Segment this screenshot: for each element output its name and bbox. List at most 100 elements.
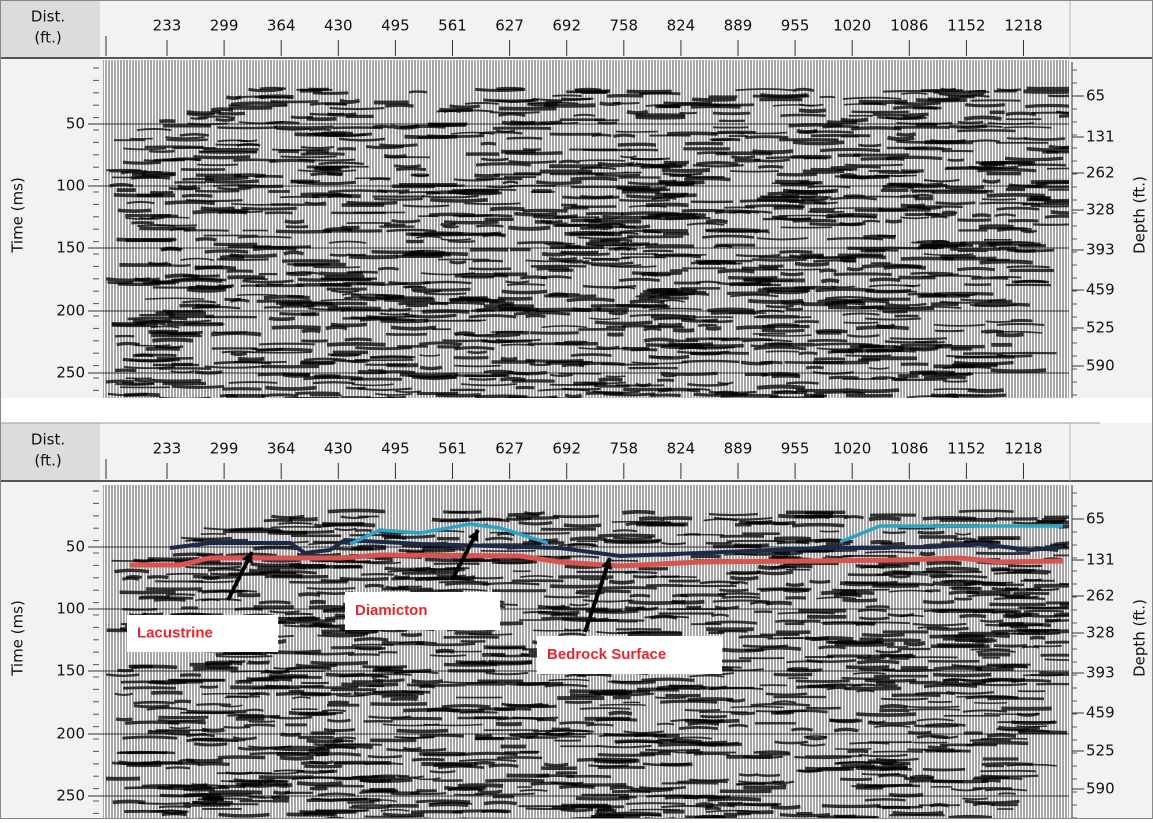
reflection [586, 213, 624, 214]
y2-tick-label: 262 [1086, 587, 1115, 605]
reflection [821, 592, 874, 593]
reflection [846, 390, 899, 391]
reflection [971, 140, 1000, 141]
reflection [214, 362, 271, 363]
reflection [396, 169, 426, 170]
reflection [454, 366, 501, 367]
reflection [279, 620, 336, 621]
reflection [478, 791, 502, 792]
reflection [485, 538, 512, 539]
reflection [979, 245, 997, 246]
reflection [891, 175, 907, 176]
reflection [663, 518, 692, 519]
reflection [777, 542, 810, 543]
y-tick-label: 100 [56, 177, 85, 195]
reflection [729, 725, 748, 726]
reflection [242, 281, 293, 282]
reflection [736, 327, 774, 328]
reflection [837, 762, 871, 763]
reflection [565, 702, 592, 703]
reflection [245, 710, 263, 711]
reflection [134, 279, 159, 280]
reflection [187, 289, 226, 290]
reflection [537, 268, 570, 269]
reflection [249, 571, 280, 572]
reflection [506, 281, 529, 282]
reflection [372, 693, 424, 694]
reflection [509, 161, 557, 162]
reflection [789, 125, 843, 126]
reflection [876, 326, 894, 327]
reflection [972, 778, 1022, 779]
reflection [218, 757, 265, 758]
reflection [803, 171, 844, 172]
reflection [960, 243, 1012, 244]
reflection [580, 168, 616, 169]
x-tick-label: 430 [324, 17, 353, 35]
reflection [1012, 281, 1046, 282]
reflection [300, 687, 358, 688]
reflection [816, 289, 875, 290]
reflection [663, 234, 689, 235]
reflection [698, 325, 717, 326]
reflection [171, 159, 201, 160]
reflection [648, 357, 689, 358]
reflection [798, 610, 846, 611]
reflection [869, 279, 900, 280]
reflection [754, 347, 806, 348]
reflection [394, 166, 420, 167]
reflection [194, 157, 251, 158]
reflection [319, 163, 364, 164]
reflection [327, 114, 356, 115]
reflection [135, 322, 166, 323]
reflection [375, 296, 405, 297]
reflection [599, 588, 657, 589]
reflection [917, 241, 948, 242]
reflection [889, 795, 923, 796]
reflection [378, 268, 399, 269]
reflection [865, 799, 906, 800]
reflection [731, 713, 755, 714]
reflection [799, 353, 818, 354]
reflection [314, 376, 340, 377]
reflection [622, 244, 658, 245]
reflection [612, 682, 656, 683]
reflection [904, 643, 925, 644]
reflection [159, 398, 210, 399]
reflection [876, 584, 935, 585]
reflection [915, 693, 954, 694]
x-axis-label: Dist. [31, 8, 65, 26]
x-tick-label: 430 [324, 440, 353, 458]
reflection [961, 126, 1003, 127]
reflection [713, 113, 750, 114]
reflection [336, 279, 353, 280]
reflection [970, 406, 995, 407]
reflection [297, 618, 318, 619]
reflection [354, 693, 372, 694]
reflection [774, 742, 807, 743]
reflection [365, 585, 384, 586]
reflection [476, 225, 503, 226]
reflection [565, 254, 609, 255]
reflection [709, 514, 758, 515]
reflection [166, 767, 191, 768]
reflection [445, 583, 489, 584]
reflection [172, 386, 224, 387]
reflection [696, 163, 738, 164]
reflection [319, 273, 363, 274]
reflection [596, 227, 612, 228]
y2-tick-label: 525 [1086, 319, 1115, 337]
reflection [423, 282, 471, 283]
reflection [276, 231, 332, 232]
reflection [509, 227, 551, 228]
reflection [315, 754, 360, 755]
reflection [125, 722, 179, 723]
reflection [934, 668, 982, 669]
reflection [844, 301, 861, 302]
reflection [786, 584, 804, 585]
reflection [842, 678, 890, 679]
reflection [259, 572, 296, 573]
reflection [1022, 647, 1039, 648]
reflection [843, 196, 865, 197]
reflection [1034, 646, 1062, 647]
